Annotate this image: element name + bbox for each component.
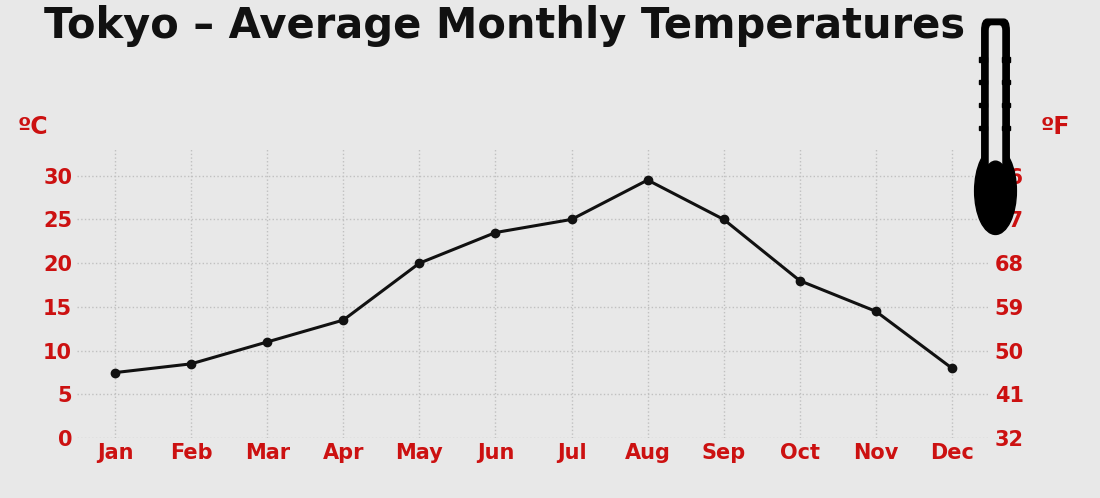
Bar: [1002, 80, 1010, 85]
Bar: [979, 103, 988, 108]
Bar: [1002, 57, 1010, 62]
FancyBboxPatch shape: [981, 19, 1010, 202]
Bar: [979, 125, 988, 130]
Text: ºF: ºF: [1041, 115, 1069, 139]
Text: ºC: ºC: [18, 115, 48, 139]
Bar: [1002, 103, 1010, 108]
Bar: [1002, 125, 1010, 130]
Circle shape: [975, 147, 1016, 235]
Bar: [979, 57, 988, 62]
Circle shape: [981, 161, 1010, 221]
FancyBboxPatch shape: [990, 26, 1001, 191]
Text: Tokyo – Average Monthly Temperatures: Tokyo – Average Monthly Temperatures: [44, 5, 965, 47]
Bar: [979, 80, 988, 85]
